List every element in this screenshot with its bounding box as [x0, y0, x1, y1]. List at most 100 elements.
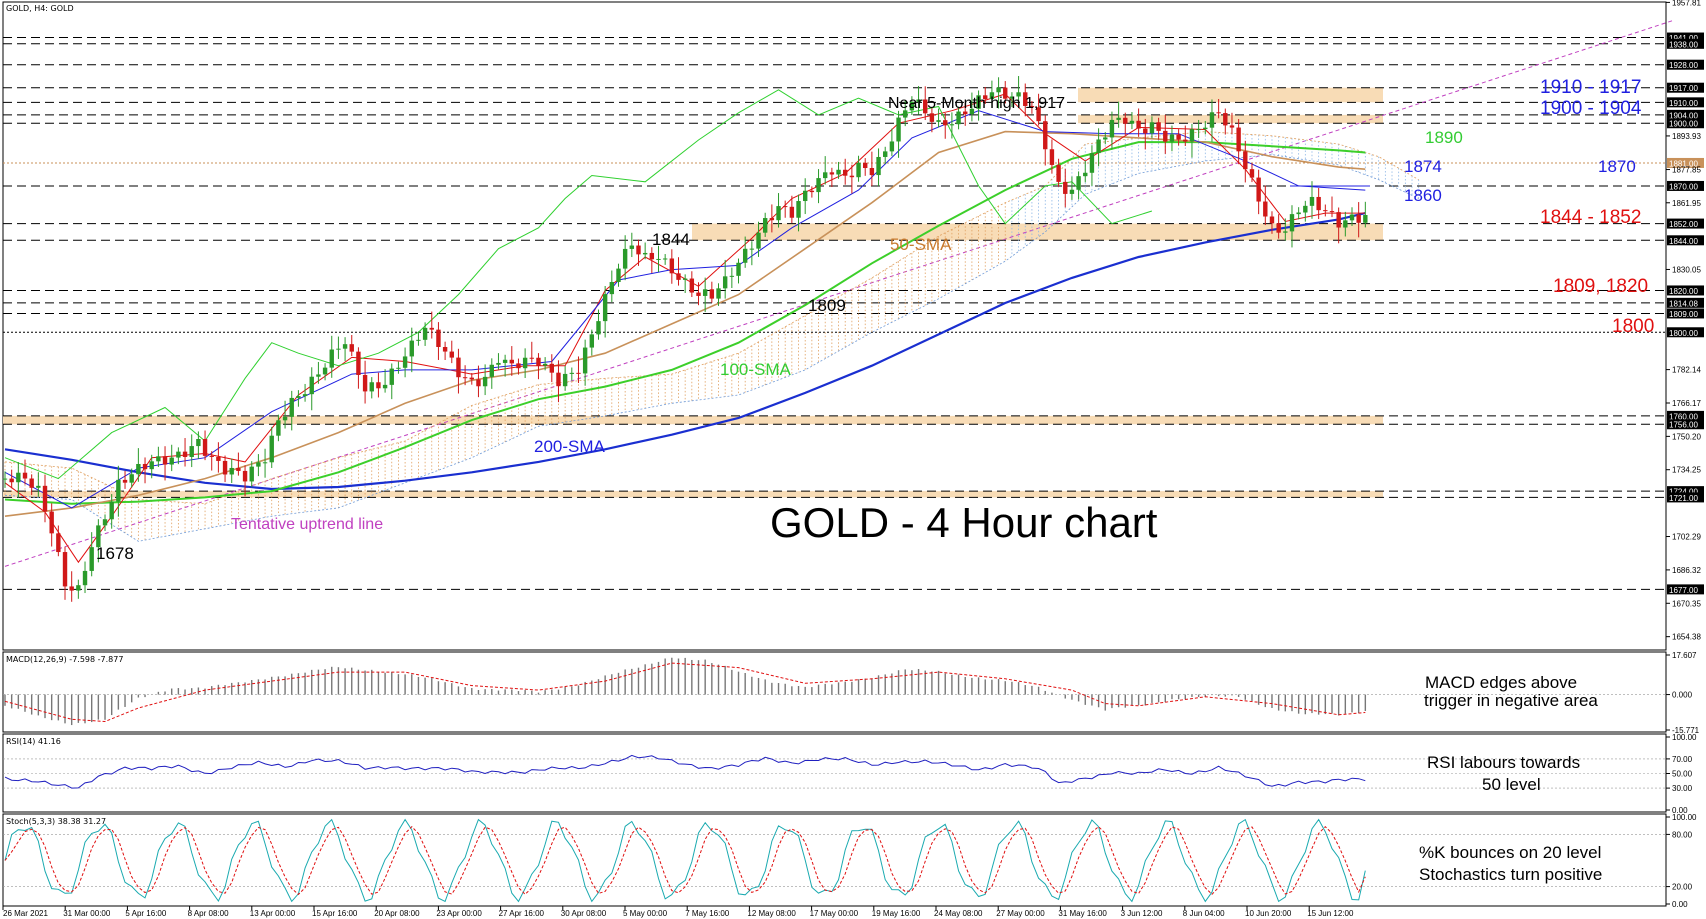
- candle-body: [229, 467, 234, 475]
- stoch-note-line2: Stochastics turn positive: [1419, 865, 1602, 884]
- candle-body: [1063, 181, 1068, 194]
- candle: [309, 367, 314, 411]
- candle-body: [396, 367, 401, 369]
- candle-body: [956, 111, 961, 125]
- candle-body: [376, 382, 381, 389]
- candle-body: [963, 111, 968, 115]
- y-tick-label: 1852.00: [1669, 220, 1698, 229]
- candle: [209, 451, 214, 471]
- x-tick-label: 17 May 00:00: [810, 909, 859, 918]
- y-tick-box: [1667, 218, 1704, 229]
- candle: [1329, 196, 1335, 218]
- candle: [102, 514, 108, 531]
- candle: [389, 363, 394, 400]
- zone-band: [1078, 87, 1383, 103]
- candle-body: [702, 289, 708, 296]
- candle: [1049, 139, 1055, 174]
- candle-body: [883, 151, 888, 157]
- candle: [656, 245, 661, 273]
- y-tick-label: 1686.32: [1672, 566, 1701, 575]
- candle: [1216, 99, 1221, 119]
- candle-body: [836, 169, 841, 175]
- candle: [156, 446, 161, 468]
- candle: [282, 400, 288, 429]
- candle: [236, 452, 241, 476]
- candle-body: [1076, 176, 1081, 190]
- candle-body: [1203, 127, 1208, 130]
- candle-body: [1209, 112, 1215, 128]
- candle: [642, 242, 648, 260]
- candle-body: [756, 232, 761, 249]
- x-tick-label: 20 Apr 08:00: [374, 909, 420, 918]
- stoch-note-line1: %K bounces on 20 level: [1419, 843, 1601, 862]
- candle-body: [1049, 149, 1055, 165]
- candle-body: [236, 467, 241, 471]
- candle-body: [149, 461, 154, 470]
- candle: [496, 353, 501, 370]
- x-tick-label: 27 May 00:00: [996, 909, 1045, 918]
- candle-body: [616, 268, 621, 283]
- candle: [176, 447, 181, 465]
- candle: [776, 193, 781, 228]
- candle: [342, 337, 348, 362]
- candle: [1103, 132, 1108, 145]
- x-tick-label: 15 Apr 16:00: [312, 909, 358, 918]
- candle-body: [416, 339, 421, 341]
- y-tick-label: 100.00: [1672, 733, 1697, 742]
- candle-body: [796, 201, 801, 218]
- candle: [636, 239, 641, 266]
- candle-body: [1109, 119, 1115, 138]
- y-tick-label: 1881.00: [1669, 159, 1698, 168]
- candle-body: [369, 382, 374, 392]
- candle: [1343, 211, 1348, 237]
- x-tick-label: 7 May 16:00: [685, 909, 730, 918]
- candle: [429, 311, 434, 339]
- y-tick-box: [1667, 97, 1704, 108]
- candle-body: [983, 95, 988, 100]
- candle-body: [509, 359, 514, 364]
- candle: [1076, 171, 1081, 200]
- candle: [616, 263, 621, 287]
- candle: [1043, 115, 1048, 166]
- candle: [1209, 99, 1215, 142]
- rsi-header-label: RSI(14) 41.16: [6, 737, 61, 746]
- candle: [316, 361, 321, 384]
- candle: [1009, 92, 1015, 108]
- zone-band: [3, 491, 1383, 498]
- candle: [709, 281, 715, 303]
- series-line-kijun: [4, 110, 1366, 509]
- candle: [669, 249, 675, 284]
- candle-body: [569, 372, 575, 374]
- candle-body: [549, 363, 554, 373]
- candle-body: [349, 344, 354, 352]
- candle: [182, 438, 188, 467]
- candle: [1169, 125, 1175, 152]
- series-line-chikou: [4, 89, 1153, 480]
- y-tick-label: -15.771: [1672, 726, 1700, 735]
- annotation-label: 1860: [1404, 186, 1442, 205]
- candle: [923, 86, 928, 121]
- candle: [89, 532, 94, 577]
- candle: [889, 128, 895, 157]
- annotation-label: 1678: [96, 544, 134, 563]
- candle-body: [9, 478, 14, 483]
- candle-body: [436, 329, 441, 347]
- candle: [856, 155, 861, 182]
- candle-body: [802, 190, 808, 202]
- candle-body: [489, 364, 494, 377]
- candle-body: [1189, 129, 1195, 142]
- candle-body: [1329, 211, 1335, 213]
- candle-body: [856, 162, 861, 178]
- main-panel-frame: [2, 1, 1667, 651]
- x-tick-label: 31 Mar 00:00: [63, 909, 111, 918]
- y-tick-label: 1928.00: [1669, 61, 1698, 70]
- candle: [976, 90, 981, 121]
- candle-body: [449, 351, 454, 358]
- rsi-note-line1: RSI labours towards: [1427, 753, 1580, 772]
- candle-body: [689, 278, 695, 293]
- candle-body: [936, 120, 941, 122]
- candle-body: [156, 456, 161, 462]
- candle: [542, 357, 548, 371]
- y-tick-label: 1654.38: [1672, 633, 1701, 642]
- y-tick-label: 70.00: [1672, 755, 1693, 764]
